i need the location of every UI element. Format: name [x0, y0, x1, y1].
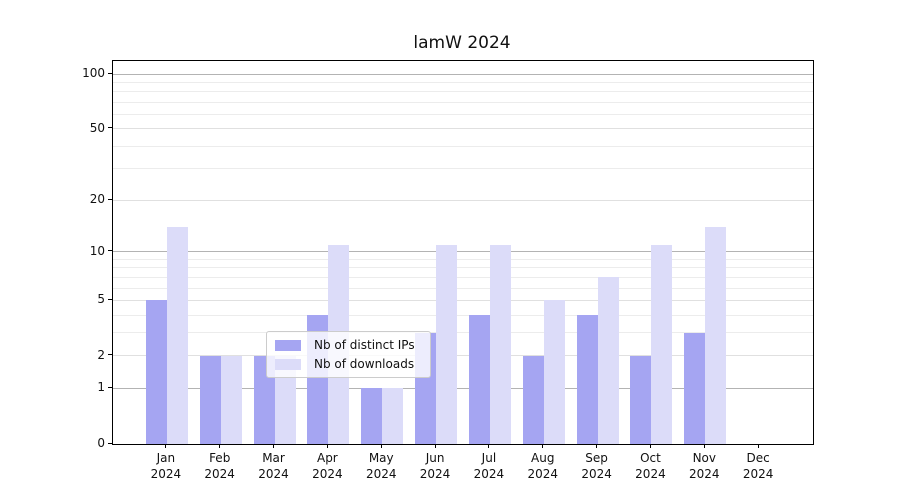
bar-downloads [543, 300, 565, 444]
plot-area [112, 60, 814, 445]
minor-gridline [113, 81, 813, 83]
x-tick-year: 2024 [527, 467, 559, 481]
y-tick-mark [108, 354, 112, 356]
x-tick-mark [165, 444, 167, 448]
y-tick-label: 0 [97, 436, 105, 450]
x-tick-year: 2024 [365, 467, 397, 481]
y-tick-mark [108, 298, 112, 300]
x-tick-year: 2024 [689, 467, 720, 481]
x-tick-label: Sep 2024 [567, 450, 627, 482]
x-tick-mark [542, 444, 544, 448]
y-tick-mark [108, 72, 112, 74]
legend-swatch-downloads-icon [275, 358, 301, 370]
gridline [113, 128, 813, 130]
y-tick-mark [108, 386, 112, 388]
x-tick-label: Dec 2024 [728, 450, 788, 482]
x-tick-year: 2024 [742, 467, 774, 481]
legend-label-downloads: Nb of downloads [314, 357, 415, 371]
bar-distinct-ips [468, 315, 490, 444]
minor-gridline [113, 314, 813, 316]
y-tick-label: 100 [82, 66, 105, 81]
x-tick-label: Jun 2024 [405, 450, 465, 482]
x-tick-label: Jul 2024 [459, 450, 519, 482]
x-tick-year: 2024 [473, 467, 505, 481]
y-tick-label: 10 [89, 243, 105, 258]
y-tick-label: 50 [89, 120, 105, 135]
minor-gridline [113, 258, 813, 260]
legend-row-distinct-ips: Nb of distinct IPs [275, 338, 422, 352]
minor-gridline [113, 91, 813, 93]
minor-gridline [113, 276, 813, 278]
legend-label-distinct-ips: Nb of distinct IPs [314, 338, 415, 352]
gridline [113, 355, 813, 357]
minor-gridline [113, 267, 813, 269]
bar-distinct-ips [576, 315, 598, 444]
bar-distinct-ips [361, 388, 383, 444]
minor-gridline [113, 332, 813, 334]
bar-downloads [489, 244, 511, 444]
bar-downloads [436, 244, 458, 444]
y-tick-mark [108, 127, 112, 129]
x-tick-mark [434, 444, 436, 448]
minor-gridline [113, 145, 813, 147]
minor-gridline [113, 101, 813, 103]
legend-row-downloads: Nb of downloads [275, 357, 422, 371]
x-tick-mark [757, 444, 759, 448]
x-tick-label: May 2024 [351, 450, 411, 482]
decade-gridline [113, 387, 813, 389]
minor-gridline [113, 114, 813, 116]
x-tick-mark [326, 444, 328, 448]
legend-box: Nb of distinct IPs Nb of downloads [266, 331, 431, 378]
y-tick-mark [108, 442, 112, 444]
x-tick-label: Apr 2024 [297, 450, 357, 482]
x-tick-year: 2024 [581, 467, 612, 481]
gridline [113, 299, 813, 301]
bar-downloads [220, 355, 242, 444]
x-tick-label: Nov 2024 [674, 450, 734, 482]
bar-downloads [597, 277, 619, 444]
bar-downloads [382, 388, 404, 444]
y-tick-mark [108, 198, 112, 200]
bar-distinct-ips [522, 355, 544, 444]
bar-distinct-ips [630, 355, 652, 444]
decade-gridline [113, 73, 813, 75]
x-tick-year: 2024 [419, 467, 451, 481]
x-tick-mark [219, 444, 221, 448]
x-tick-year: 2024 [258, 467, 289, 481]
x-tick-label: Feb 2024 [190, 450, 250, 482]
bar-distinct-ips [199, 355, 221, 444]
legend-swatch-distinct-ips-icon [275, 339, 301, 351]
bar-distinct-ips [145, 300, 167, 444]
y-tick-label: 2 [97, 347, 105, 362]
chart-title: lamW 2024 [413, 33, 511, 53]
x-tick-label: Aug 2024 [513, 450, 573, 482]
x-tick-mark [273, 444, 275, 448]
x-tick-mark [703, 444, 705, 448]
x-tick-mark [649, 444, 651, 448]
minor-gridline [113, 287, 813, 289]
x-tick-mark [488, 444, 490, 448]
x-tick-year: 2024 [150, 467, 182, 481]
bar-downloads [705, 226, 727, 444]
y-tick-label: 20 [89, 192, 105, 206]
y-tick-label: 1 [97, 380, 105, 395]
x-tick-year: 2024 [204, 467, 235, 481]
y-tick-label: 5 [97, 292, 105, 307]
x-tick-label: Mar 2024 [244, 450, 304, 482]
bar-downloads [651, 244, 673, 444]
gridline [113, 199, 813, 201]
x-tick-mark [596, 444, 598, 448]
x-tick-mark [380, 444, 382, 448]
minor-gridline [113, 168, 813, 170]
x-tick-label: Jan 2024 [136, 450, 196, 482]
decade-gridline [113, 251, 813, 253]
x-tick-label: Oct 2024 [620, 450, 680, 482]
x-tick-year: 2024 [312, 467, 343, 481]
x-tick-year: 2024 [635, 467, 666, 481]
y-tick-mark [108, 250, 112, 252]
bar-downloads [166, 226, 188, 444]
bar-distinct-ips [684, 332, 706, 444]
